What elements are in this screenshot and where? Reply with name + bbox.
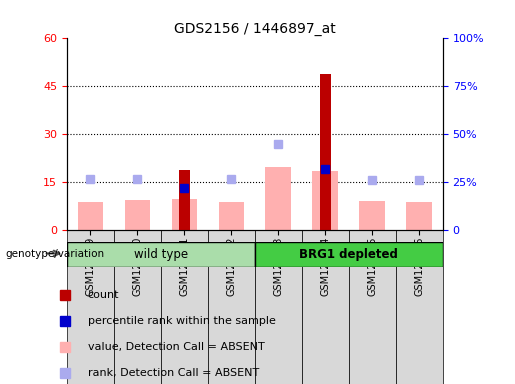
Title: GDS2156 / 1446897_at: GDS2156 / 1446897_at (174, 22, 336, 36)
Text: rank, Detection Call = ABSENT: rank, Detection Call = ABSENT (88, 368, 259, 378)
Bar (266, 167, 291, 230)
Bar (255, 242, 443, 267)
Bar (179, 170, 191, 230)
Bar (208, 230, 255, 384)
Text: count: count (88, 290, 119, 300)
Bar (319, 74, 331, 230)
Text: genotype/variation: genotype/variation (5, 249, 104, 259)
Bar (171, 199, 197, 230)
Bar (406, 202, 432, 230)
Bar (255, 230, 302, 384)
Bar (396, 230, 443, 384)
Bar (114, 230, 161, 384)
Bar (78, 202, 104, 230)
Bar (67, 242, 255, 267)
Bar (349, 230, 396, 384)
Bar (67, 230, 114, 384)
Bar (359, 200, 385, 230)
Bar (218, 202, 244, 230)
Bar (125, 200, 150, 230)
Text: value, Detection Call = ABSENT: value, Detection Call = ABSENT (88, 342, 265, 352)
Bar (313, 171, 338, 230)
Text: BRG1 depleted: BRG1 depleted (300, 248, 398, 261)
Text: percentile rank within the sample: percentile rank within the sample (88, 316, 276, 326)
Bar (302, 230, 349, 384)
Bar (161, 230, 208, 384)
Text: wild type: wild type (134, 248, 188, 261)
